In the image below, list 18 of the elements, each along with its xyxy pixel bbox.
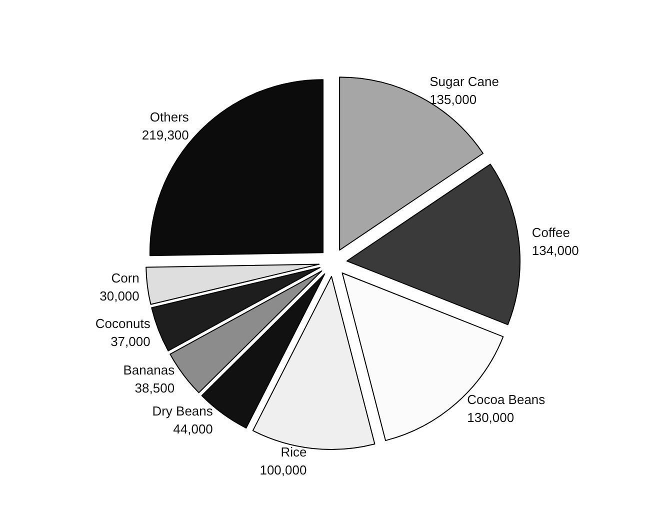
slice-label: Dry Beans bbox=[152, 404, 214, 419]
slice-label: Rice bbox=[280, 444, 307, 460]
data-label: 38,500 bbox=[134, 380, 175, 396]
data-label: 134,000 bbox=[532, 242, 579, 258]
slice-label: Cocoa Beans bbox=[467, 392, 546, 408]
data-label: 44,000 bbox=[173, 422, 213, 437]
data-label: 135,000 bbox=[430, 92, 477, 107]
slice-label: Others bbox=[150, 109, 190, 124]
data-label: 130,000 bbox=[467, 410, 514, 426]
slice-label: Corn bbox=[111, 270, 140, 286]
data-label: 100,000 bbox=[260, 462, 307, 478]
slice-label: Coconuts bbox=[95, 316, 151, 332]
data-label: 30,000 bbox=[100, 288, 140, 304]
data-label: 219,300 bbox=[142, 127, 189, 142]
slice-label: Coffee bbox=[532, 224, 570, 240]
slice-label: Bananas bbox=[123, 362, 176, 378]
slice-label: Sugar Cane bbox=[430, 74, 499, 89]
data-label: 37,000 bbox=[110, 334, 150, 350]
